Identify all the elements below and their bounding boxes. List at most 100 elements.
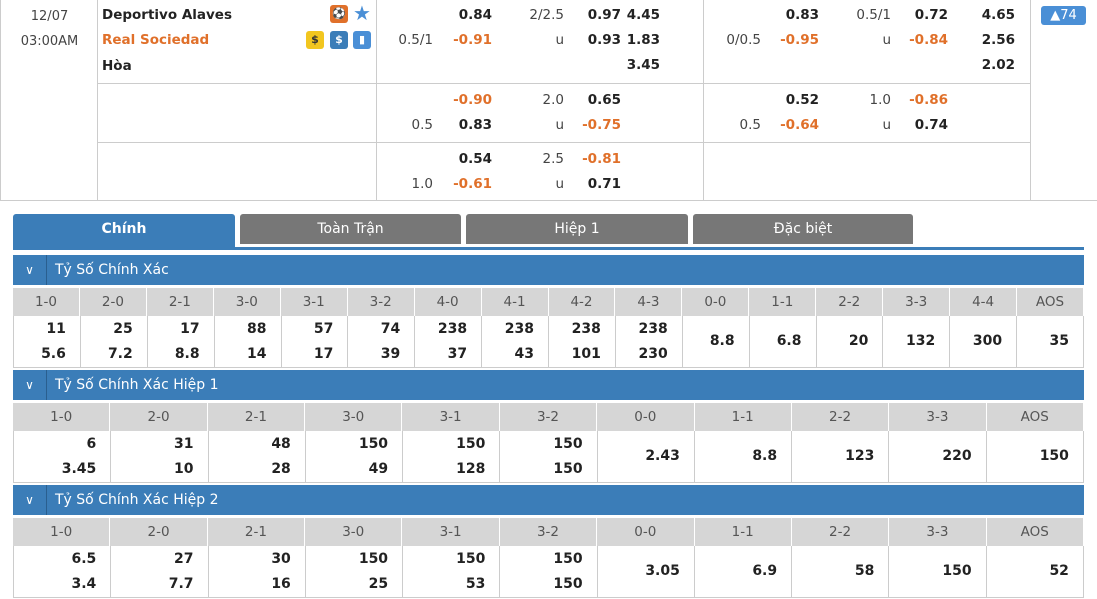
odds-cell[interactable]: 238 37 bbox=[415, 316, 483, 367]
odds-value[interactable]: -0.81 bbox=[582, 151, 621, 167]
odds-cell[interactable]: 6.5 3.4 bbox=[13, 546, 112, 597]
odds-value[interactable]: 150 bbox=[553, 575, 583, 592]
odds-value[interactable]: 20 bbox=[848, 333, 869, 349]
odds-value[interactable]: 48 bbox=[271, 435, 291, 452]
odds-cell[interactable]: 3.05 bbox=[598, 546, 695, 597]
odds-value[interactable]: 3.45 bbox=[626, 57, 660, 73]
odds-value[interactable]: 58 bbox=[854, 563, 875, 579]
home-team[interactable]: Deportivo Alaves bbox=[102, 7, 232, 23]
odds-value[interactable]: 2.5 bbox=[542, 151, 564, 167]
odds-cell[interactable]: 58 bbox=[792, 546, 890, 597]
odds-value[interactable]: 0/0.5 bbox=[726, 32, 761, 48]
odds-cell[interactable]: 8.8 bbox=[695, 431, 793, 482]
more-markets-badge[interactable]: ▲74 bbox=[1041, 6, 1086, 25]
odds-value[interactable]: 238 bbox=[504, 320, 534, 337]
odds-value[interactable]: 11 bbox=[46, 320, 66, 337]
odds-value[interactable]: 31 bbox=[174, 435, 194, 452]
away-team[interactable]: Real Sociedad bbox=[102, 32, 210, 48]
odds-value[interactable]: 52 bbox=[1049, 563, 1069, 579]
odds-value[interactable]: 6.8 bbox=[776, 333, 802, 349]
odds-value[interactable]: 3.45 bbox=[61, 460, 97, 477]
dollar-icon[interactable]: $ bbox=[330, 31, 348, 49]
section-header[interactable]: ∨ Tỷ Số Chính Xác bbox=[13, 255, 1084, 285]
odds-value[interactable]: 0.72 bbox=[914, 7, 948, 23]
odds-value[interactable]: u bbox=[555, 176, 564, 192]
odds-value[interactable]: 2/2.5 bbox=[529, 7, 564, 23]
odds-value[interactable]: 57 bbox=[313, 320, 334, 337]
odds-cell[interactable]: 150 25 bbox=[306, 546, 404, 597]
odds-value[interactable]: 6.5 bbox=[71, 550, 97, 567]
odds-value[interactable]: 25 bbox=[368, 575, 389, 592]
odds-value[interactable]: 30 bbox=[271, 550, 291, 567]
odds-cell[interactable]: 27 7.7 bbox=[111, 546, 209, 597]
odds-cell[interactable]: 52 bbox=[987, 546, 1084, 597]
odds-value[interactable]: 14 bbox=[247, 345, 267, 362]
chevron-down-icon[interactable]: ∨ bbox=[13, 370, 47, 400]
odds-value[interactable]: 0.83 bbox=[458, 117, 492, 133]
odds-cell[interactable]: 150 150 bbox=[500, 431, 598, 482]
odds-value[interactable]: u bbox=[882, 117, 891, 133]
odds-cell[interactable]: 31 10 bbox=[111, 431, 209, 482]
star-icon[interactable]: ★ bbox=[353, 1, 371, 25]
odds-value[interactable]: 0.74 bbox=[914, 117, 948, 133]
odds-cell[interactable]: 17 8.8 bbox=[148, 316, 215, 367]
live-player-icon[interactable]: ⚽ bbox=[330, 5, 348, 23]
coin-icon[interactable]: $ bbox=[306, 31, 324, 49]
odds-value[interactable]: 17 bbox=[180, 320, 200, 337]
odds-value[interactable]: 101 bbox=[571, 345, 601, 362]
odds-value[interactable]: 0.93 bbox=[587, 32, 621, 48]
odds-value[interactable]: 17 bbox=[313, 345, 334, 362]
odds-value[interactable]: 53 bbox=[465, 575, 486, 592]
odds-value[interactable]: 132 bbox=[906, 333, 936, 349]
odds-value[interactable]: 0.5/1 bbox=[398, 32, 433, 48]
odds-value[interactable]: 8.8 bbox=[752, 448, 778, 464]
section-header[interactable]: ∨ Tỷ Số Chính Xác Hiệp 1 bbox=[13, 370, 1084, 400]
tab-2[interactable]: Hiệp 1 bbox=[466, 214, 688, 244]
odds-value[interactable]: 0.54 bbox=[458, 151, 492, 167]
odds-value[interactable]: 0.5 bbox=[411, 117, 433, 133]
odds-value[interactable]: 6.9 bbox=[752, 563, 778, 579]
odds-value[interactable]: 1.0 bbox=[869, 92, 891, 108]
odds-value[interactable]: 150 bbox=[358, 550, 389, 567]
odds-value[interactable]: 150 bbox=[553, 550, 583, 567]
odds-value[interactable]: 7.2 bbox=[107, 345, 133, 362]
odds-cell[interactable]: 8.8 bbox=[683, 316, 750, 367]
odds-cell[interactable]: 6.8 bbox=[750, 316, 817, 367]
odds-cell[interactable]: 300 bbox=[950, 316, 1018, 367]
odds-value[interactable]: 4.65 bbox=[981, 7, 1015, 23]
odds-value[interactable]: 39 bbox=[380, 345, 401, 362]
odds-cell[interactable]: 123 bbox=[792, 431, 890, 482]
chevron-down-icon[interactable]: ∨ bbox=[13, 255, 47, 285]
odds-value[interactable]: 1.0 bbox=[411, 176, 433, 192]
odds-value[interactable]: 300 bbox=[972, 333, 1003, 349]
odds-value[interactable]: u bbox=[555, 117, 564, 133]
odds-cell[interactable]: 2.43 bbox=[598, 431, 695, 482]
odds-value[interactable]: 10 bbox=[174, 460, 194, 477]
odds-value[interactable]: 2.43 bbox=[645, 448, 680, 464]
odds-value[interactable]: 0.71 bbox=[587, 176, 621, 192]
odds-cell[interactable]: 88 14 bbox=[215, 316, 282, 367]
odds-cell[interactable]: 150 49 bbox=[306, 431, 404, 482]
odds-cell[interactable]: 35 bbox=[1017, 316, 1084, 367]
odds-value[interactable]: 6 bbox=[86, 435, 97, 452]
odds-cell[interactable]: 11 5.6 bbox=[13, 316, 81, 367]
odds-value[interactable]: -0.61 bbox=[453, 176, 492, 192]
odds-value[interactable]: u bbox=[882, 32, 891, 48]
odds-value[interactable]: 5.6 bbox=[41, 345, 66, 362]
odds-value[interactable]: 37 bbox=[447, 345, 468, 362]
odds-cell[interactable]: 132 bbox=[883, 316, 951, 367]
odds-value[interactable]: u bbox=[555, 32, 564, 48]
odds-value[interactable]: -0.84 bbox=[909, 32, 948, 48]
odds-value[interactable]: -0.91 bbox=[453, 32, 492, 48]
odds-value[interactable]: 2.0 bbox=[542, 92, 564, 108]
odds-value[interactable]: 238 bbox=[571, 320, 601, 337]
odds-value[interactable]: 35 bbox=[1049, 333, 1069, 349]
odds-value[interactable]: 43 bbox=[514, 345, 534, 362]
odds-value[interactable]: 0.83 bbox=[785, 7, 819, 23]
odds-cell[interactable]: 20 bbox=[817, 316, 884, 367]
odds-value[interactable]: 150 bbox=[1039, 448, 1069, 464]
odds-cell[interactable]: 238 101 bbox=[549, 316, 616, 367]
odds-value[interactable]: -0.95 bbox=[780, 32, 819, 48]
odds-value[interactable]: 28 bbox=[271, 460, 291, 477]
odds-value[interactable]: 27 bbox=[174, 550, 194, 567]
